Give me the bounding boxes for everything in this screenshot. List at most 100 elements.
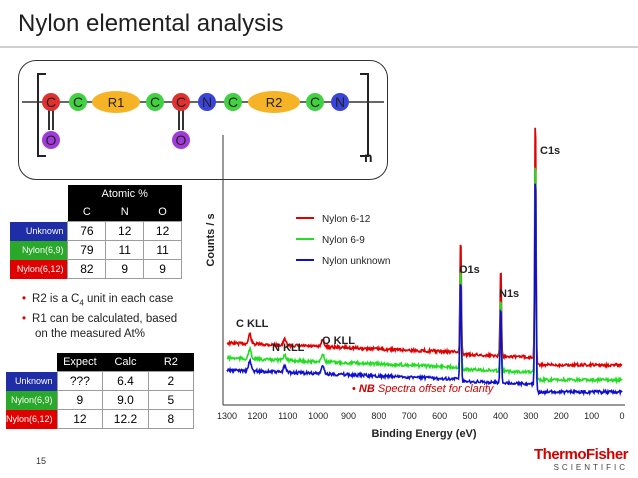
bullet-item: on the measured At% — [35, 328, 145, 341]
atomic-col-header: O — [143, 203, 182, 222]
table-cell: 11 — [143, 240, 182, 260]
table-cell: 8 — [147, 409, 195, 429]
peak-label-c1s: C1s — [540, 145, 560, 157]
x-tick-label: 1100 — [278, 411, 297, 421]
repeat-subscript: n — [364, 149, 373, 165]
calc-col-header: Expect — [57, 353, 103, 372]
x-tick-label: 900 — [341, 411, 356, 421]
title-divider — [0, 46, 638, 48]
x-tick-label: 100 — [584, 411, 599, 421]
x-tick-label: 400 — [493, 411, 508, 421]
table-cell: 9 — [143, 259, 182, 279]
peak-label-c-kll: C KLL — [236, 318, 269, 330]
svg-text:R2: R2 — [266, 95, 283, 110]
x-tick-label: 500 — [463, 411, 478, 421]
spectrum-line-nylon-unknown — [226, 183, 623, 397]
svg-text:N: N — [335, 94, 345, 110]
atom-c2: C — [69, 93, 87, 111]
table-row: Nylon(6,12) 82 9 9 — [10, 259, 182, 279]
table-row: Unknown ??? 6.4 2 — [6, 371, 195, 391]
atom-c1: C — [42, 93, 60, 111]
table-cell: 76 — [67, 221, 107, 241]
atom-o2: O — [172, 131, 190, 149]
page-title: Nylon elemental analysis — [18, 10, 284, 37]
atom-n2: N — [331, 93, 349, 111]
chart-note: • NB Spectra offset for clarity — [352, 383, 495, 395]
table-cell: 2 — [147, 371, 195, 391]
atom-n1: N — [198, 93, 216, 111]
table-row: Nylon(6,9) 79 11 11 — [10, 240, 182, 260]
atomic-col-header: N — [105, 203, 144, 222]
table-cell: 82 — [67, 259, 107, 279]
company-logo: ThermoFisher SCIENTIFIC — [534, 446, 629, 472]
svg-text:N: N — [202, 94, 212, 110]
atom-o1: O — [42, 131, 60, 149]
bullet-item: • R2 is a C4 unit in each case — [22, 293, 174, 308]
spectrum-line-nylon-6-9 — [226, 167, 623, 385]
atom-c5: C — [224, 93, 242, 111]
svg-text:C: C — [310, 94, 320, 110]
calc-col-header: R2 — [148, 353, 194, 372]
x-tick-label: 300 — [523, 411, 538, 421]
x-tick-label: 1000 — [308, 411, 328, 421]
table-cell: 6.4 — [102, 371, 149, 391]
svg-text:C: C — [150, 94, 160, 110]
table-row: Nylon(6,12) 12 12.2 8 — [6, 409, 195, 429]
group-r2: R2 — [248, 91, 300, 113]
table-cell: 11 — [105, 240, 145, 260]
calc-col-header: Calc — [102, 353, 149, 372]
row-label: Nylon(6,9) — [10, 240, 68, 260]
row-label: Nylon(6,9) — [6, 390, 58, 410]
x-tick-label: 200 — [554, 411, 569, 421]
peak-label-o1s: O1s — [459, 264, 480, 276]
chart-legend: Nylon 6-12 Nylon 6-9 Nylon unknown — [296, 214, 390, 267]
legend-label: Nylon 6-9 — [322, 235, 365, 246]
x-tick-label: 800 — [371, 411, 386, 421]
page-number: 15 — [36, 456, 47, 466]
x-tick-label: 1300 — [217, 411, 237, 421]
table-cell: 9.0 — [102, 390, 149, 410]
group-r1: R1 — [92, 91, 140, 113]
table-cell: 9 — [105, 259, 145, 279]
row-label: Nylon(6,12) — [6, 409, 58, 429]
x-tick-label: 700 — [402, 411, 417, 421]
x-tick-label: 600 — [432, 411, 447, 421]
peak-label-o-kll: O KLL — [322, 335, 355, 347]
bullet-item: • R1 can be calculated, based — [22, 313, 178, 326]
peak-label-n-kll: N KLL — [272, 342, 305, 354]
atom-c6: C — [306, 93, 324, 111]
svg-text:C: C — [46, 94, 56, 110]
x-axis-label: Binding Energy (eV) — [371, 428, 476, 440]
table-row: Nylon(6,9) 9 9.0 5 — [6, 390, 195, 410]
atomic-percent-table: Atomic % C N O Unknown 76 12 12 Nylon(6,… — [10, 185, 182, 279]
svg-text:C: C — [228, 94, 238, 110]
svg-text:O: O — [176, 132, 187, 148]
y-axis-label: Counts / s — [205, 213, 217, 266]
svg-text:C: C — [176, 94, 186, 110]
svg-text:O: O — [46, 132, 57, 148]
right-bracket — [360, 73, 369, 157]
peak-label-n1s: N1s — [499, 288, 519, 300]
table-cell: 12 — [143, 221, 182, 241]
table-cell: 12 — [105, 221, 145, 241]
legend-label: Nylon 6-12 — [322, 214, 371, 225]
r1-calc-table: Expect Calc R2 Unknown ??? 6.4 2 Nylon(6… — [6, 353, 195, 429]
left-bracket — [37, 73, 46, 157]
row-label: Unknown — [10, 221, 68, 241]
table-row: Unknown 76 12 12 — [10, 221, 182, 241]
svg-text:R1: R1 — [108, 95, 125, 110]
bullet-list: • R2 is a C4 unit in each case • R1 can be… — [22, 292, 177, 344]
svg-text:C: C — [73, 94, 83, 110]
atomic-table-title: Atomic % — [67, 185, 182, 203]
table-cell: 12.2 — [102, 409, 149, 429]
legend-label: Nylon unknown — [322, 256, 390, 267]
table-cell: 9 — [56, 390, 104, 410]
table-cell: ??? — [56, 371, 104, 391]
x-tick-label: 0 — [619, 411, 624, 421]
x-tick-label: 1200 — [247, 411, 267, 421]
atom-c3: C — [146, 93, 164, 111]
table-cell: 5 — [147, 390, 195, 410]
atomic-col-header: C — [67, 203, 106, 222]
structure-formula: C C R1 C C N C R2 C N O O n — [22, 73, 384, 165]
row-label: Unknown — [6, 371, 58, 391]
